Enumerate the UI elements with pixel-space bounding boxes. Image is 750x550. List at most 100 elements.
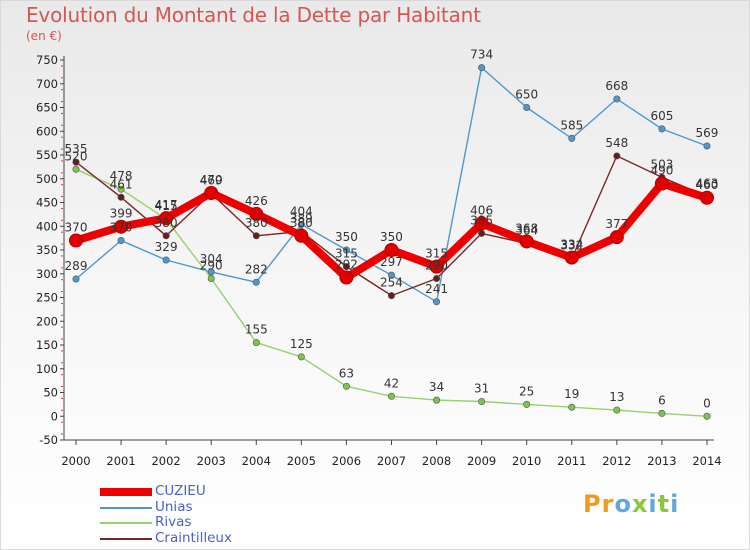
x-tick-label: 2012	[602, 454, 631, 468]
point-rivas	[433, 396, 441, 404]
point-unias	[252, 278, 260, 286]
legend-swatch-rivas	[100, 522, 152, 524]
point-unias	[162, 256, 170, 264]
data-label-unias: 241	[425, 282, 448, 296]
data-label-rivas: 31	[474, 382, 489, 396]
point-unias	[117, 237, 125, 245]
legend-label-craintilleux: Craintilleux	[155, 529, 232, 546]
data-label-rivas: 290	[200, 259, 223, 273]
data-label-cuzieu: 334	[560, 238, 583, 252]
x-tick-label: 2002	[151, 454, 180, 468]
data-label-unias: 569	[696, 126, 719, 140]
x-tick-label: 2000	[61, 454, 90, 468]
point-cuzieu	[474, 216, 489, 231]
point-unias	[297, 220, 305, 228]
point-rivas	[207, 274, 215, 282]
data-label-cuzieu: 315	[425, 247, 448, 261]
data-label-unias: 297	[380, 255, 403, 269]
y-tick-label: 450	[36, 196, 58, 210]
point-rivas	[478, 398, 486, 406]
point-unias	[478, 64, 486, 72]
point-rivas	[252, 339, 260, 347]
point-unias	[387, 271, 395, 279]
data-label-cuzieu: 470	[200, 173, 223, 187]
point-cuzieu	[429, 259, 444, 274]
y-tick-label: 550	[36, 148, 58, 162]
data-label-cuzieu: 368	[515, 221, 538, 235]
x-tick-label: 2004	[242, 454, 271, 468]
logo-letter: x	[631, 490, 649, 518]
data-label-craintilleux: 461	[110, 177, 133, 191]
data-label-craintilleux: 469	[200, 173, 223, 187]
point-unias	[72, 275, 80, 283]
data-label-craintilleux: 290	[425, 259, 448, 273]
data-label-unias: 585	[560, 118, 583, 132]
point-cuzieu	[69, 233, 83, 248]
data-label-craintilleux: 380	[155, 216, 178, 230]
point-rivas	[117, 185, 125, 193]
point-unias	[613, 95, 621, 103]
point-craintilleux	[433, 274, 441, 282]
x-tick-label: 2010	[512, 454, 541, 468]
x-tick-label: 2009	[467, 454, 496, 468]
point-craintilleux	[72, 158, 80, 166]
point-rivas	[523, 400, 531, 408]
point-craintilleux	[162, 232, 170, 240]
point-rivas	[342, 382, 350, 390]
data-label-cuzieu: 426	[245, 194, 268, 208]
x-tick-label: 2014	[692, 454, 721, 468]
data-label-unias: 370	[110, 221, 133, 235]
data-label-rivas: 42	[384, 376, 399, 390]
data-label-cuzieu: 490	[650, 164, 673, 178]
point-rivas	[568, 403, 576, 411]
data-label-unias: 605	[650, 109, 673, 123]
y-tick-label: 700	[36, 77, 58, 91]
y-tick-label: 600	[36, 124, 58, 138]
data-label-unias: 282	[245, 262, 268, 276]
data-label-rivas: 520	[65, 149, 88, 163]
logo-letter: o	[614, 490, 632, 518]
point-cuzieu	[609, 230, 624, 245]
data-label-unias: 650	[515, 88, 538, 102]
data-label-craintilleux: 503	[650, 157, 673, 171]
legend-swatch-unias	[100, 506, 152, 509]
point-unias	[658, 125, 666, 133]
point-craintilleux	[342, 263, 350, 271]
data-label-craintilleux: 535	[65, 142, 88, 156]
data-label-craintilleux: 315	[335, 247, 358, 261]
y-tick-label: 200	[36, 314, 58, 328]
y-tick-label: 750	[36, 53, 58, 67]
data-label-rivas: 155	[245, 323, 268, 337]
data-label-unias: 404	[290, 204, 313, 218]
data-label-unias: 329	[155, 240, 178, 254]
data-label-cuzieu: 380	[290, 216, 313, 230]
data-label-unias: 289	[65, 259, 88, 273]
data-label-craintilleux: 463	[696, 176, 719, 190]
x-tick-label: 2011	[557, 454, 586, 468]
data-label-rivas: 34	[429, 380, 444, 394]
x-tick-label: 2013	[647, 454, 676, 468]
data-label-rivas: 478	[110, 169, 133, 183]
point-cuzieu	[159, 211, 174, 226]
legend-swatch-craintilleux	[100, 537, 152, 540]
data-label-cuzieu: 370	[65, 221, 88, 235]
chart-title: Evolution du Montant de la Dette par Hab…	[26, 3, 481, 27]
point-cuzieu	[249, 206, 264, 221]
point-cuzieu	[339, 270, 354, 285]
y-tick-label: -50	[39, 433, 58, 447]
logo-letter: i	[648, 490, 658, 518]
data-label-rivas: 125	[290, 337, 313, 351]
data-label-craintilleux: 364	[515, 223, 538, 237]
proxiti-logo: Proxiti	[583, 490, 679, 518]
data-label-unias: 734	[470, 48, 493, 62]
y-tick-label: 150	[36, 338, 58, 352]
data-label-rivas: 19	[564, 387, 579, 401]
point-cuzieu	[564, 250, 579, 265]
logo-letter: t	[657, 490, 671, 518]
point-cuzieu	[519, 234, 534, 249]
data-label-unias: 668	[605, 79, 628, 93]
legend-swatch-cuzieu	[100, 488, 152, 496]
legend-label-rivas: Rivas	[155, 514, 192, 530]
y-tick-label: 400	[36, 219, 58, 233]
